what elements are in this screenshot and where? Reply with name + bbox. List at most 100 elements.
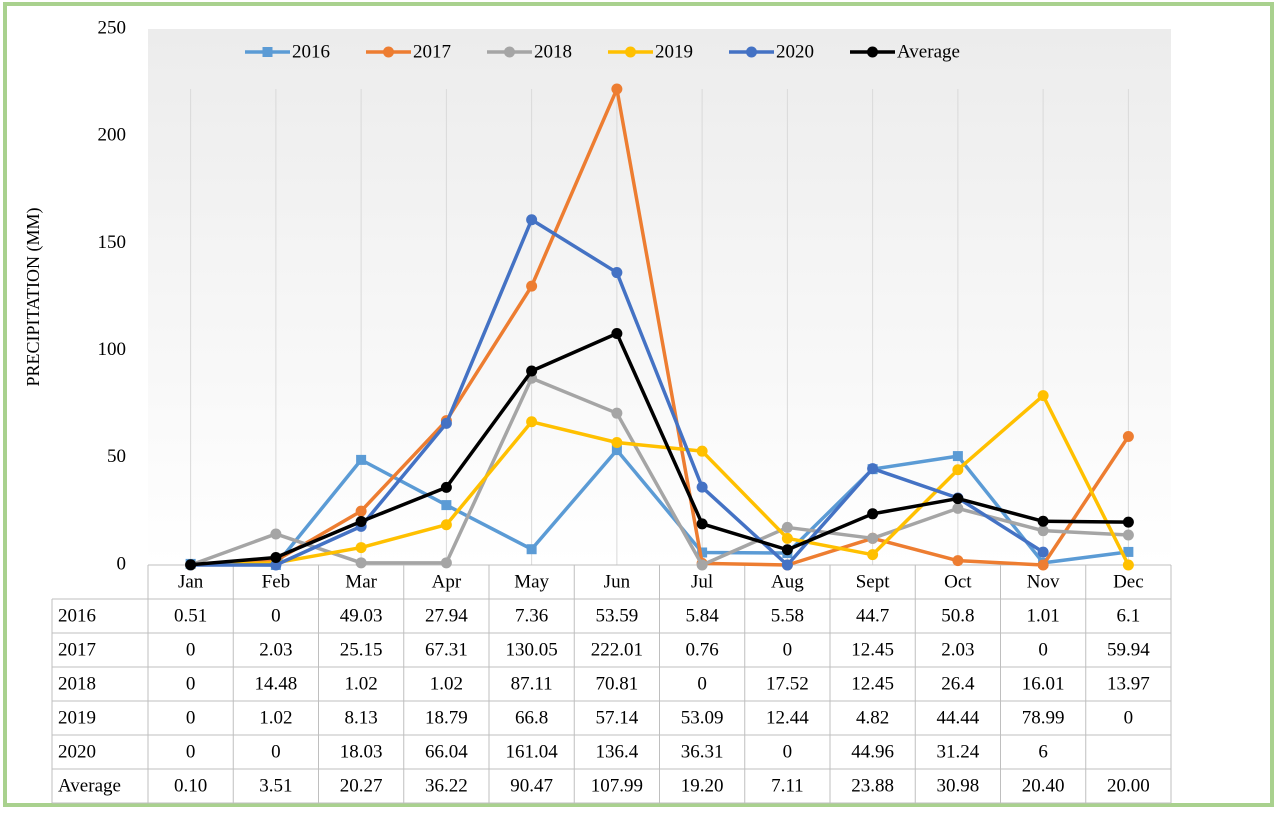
table-cell: 3.51 (259, 775, 292, 796)
legend-label: 2017 (413, 41, 451, 62)
table-cell: 4.82 (856, 707, 889, 728)
table-cell: 6.1 (1117, 605, 1141, 626)
y-tick-label: 0 (117, 553, 127, 574)
legend-label: Average (897, 41, 960, 62)
marker (952, 502, 964, 514)
table-cell: 66.8 (515, 707, 548, 728)
y-tick-label: 50 (107, 446, 126, 467)
marker (696, 481, 708, 493)
table-cell: 18.03 (340, 741, 383, 762)
x-tick-label: May (514, 571, 549, 592)
marker (526, 544, 537, 555)
marker (867, 463, 879, 475)
table-cell: 57.14 (596, 707, 639, 728)
table-cell: 0 (783, 639, 793, 660)
marker (526, 416, 538, 428)
x-tick-label: Mar (345, 571, 377, 592)
legend-marker (625, 46, 636, 58)
table-cell: 90.47 (510, 775, 553, 796)
marker (526, 280, 538, 292)
marker (355, 505, 367, 517)
table-row-label: 2017 (58, 639, 96, 660)
x-tick-label: Aug (771, 571, 804, 592)
table-cell: 7.36 (515, 605, 548, 626)
marker (1037, 515, 1049, 527)
x-tick-label: Jul (691, 571, 713, 592)
table-cell: 130.05 (506, 639, 558, 660)
marker (1123, 546, 1134, 557)
table-cell: 53.59 (596, 605, 639, 626)
table-cell: 5.58 (771, 605, 804, 626)
table-cell: 78.99 (1022, 707, 1065, 728)
table-cell: 19.20 (681, 775, 724, 796)
table-cell: 0.10 (174, 775, 207, 796)
x-tick-label: Jun (604, 571, 631, 592)
table-cell: 6 (1038, 741, 1048, 762)
y-tick-label: 100 (98, 339, 127, 360)
marker (611, 436, 623, 448)
marker (781, 559, 793, 571)
marker (1037, 546, 1049, 558)
legend-label: 2018 (534, 41, 572, 62)
table-cell: 49.03 (340, 605, 383, 626)
table-cell: 1.01 (1027, 605, 1060, 626)
y-tick-label: 200 (98, 125, 127, 146)
marker (440, 557, 452, 569)
marker (696, 518, 708, 530)
plot-area (148, 29, 1171, 565)
marker (270, 528, 282, 540)
x-tick-label: Sept (856, 571, 891, 592)
series-line (190, 331, 1129, 567)
y-tick-label: 250 (98, 17, 127, 38)
table-cell: 107.99 (591, 775, 643, 796)
series-line (190, 448, 1129, 567)
marker (611, 407, 623, 419)
table-cell: 36.31 (681, 741, 724, 762)
table-cell: 20.27 (340, 775, 383, 796)
table-cell: 13.97 (1107, 673, 1150, 694)
table-row-label: 2019 (58, 707, 96, 728)
marker (611, 267, 623, 279)
series-line (190, 87, 1130, 567)
table-cell: 161.04 (506, 741, 559, 762)
table-cell: 26.4 (941, 673, 975, 694)
marker (270, 551, 282, 563)
legend-marker (383, 46, 394, 58)
table-cell: 12.44 (766, 707, 809, 728)
table-cell: 70.81 (596, 673, 639, 694)
table-cell: 7.11 (771, 775, 804, 796)
marker (355, 516, 367, 528)
table-cell: 87.11 (511, 673, 553, 694)
table-cell: 36.22 (425, 775, 468, 796)
marker (867, 549, 879, 561)
table-cell: 23.88 (851, 775, 894, 796)
marker (1122, 529, 1134, 541)
table-cell: 8.13 (345, 707, 378, 728)
table-cell: 5.84 (686, 605, 720, 626)
table-cell: 2.03 (259, 639, 292, 660)
x-tick-label: Apr (432, 571, 462, 592)
table-cell: 0 (697, 673, 707, 694)
table-cell: 1.02 (259, 707, 292, 728)
x-tick-label: Nov (1027, 571, 1060, 592)
y-axis-label: PRECIPITATION (MM) (23, 207, 44, 386)
table-cell: 44.44 (937, 707, 980, 728)
marker (441, 500, 452, 511)
x-tick-label: Dec (1113, 571, 1144, 592)
marker (526, 214, 538, 226)
marker (1037, 559, 1049, 571)
table-cell: 50.8 (941, 605, 974, 626)
table-cell: 31.24 (937, 741, 980, 762)
table-cell: 0 (186, 741, 196, 762)
table-cell: 30.98 (937, 775, 980, 796)
marker (185, 559, 197, 571)
y-tick-label: 150 (98, 232, 127, 253)
marker (781, 532, 793, 544)
table-cell: 0 (186, 639, 196, 660)
table-cell: 0 (271, 741, 281, 762)
marker (697, 547, 708, 558)
table-cell: 136.4 (596, 741, 639, 762)
marker (356, 454, 367, 465)
table-cell: 12.45 (851, 673, 894, 694)
series-line (190, 376, 1129, 567)
